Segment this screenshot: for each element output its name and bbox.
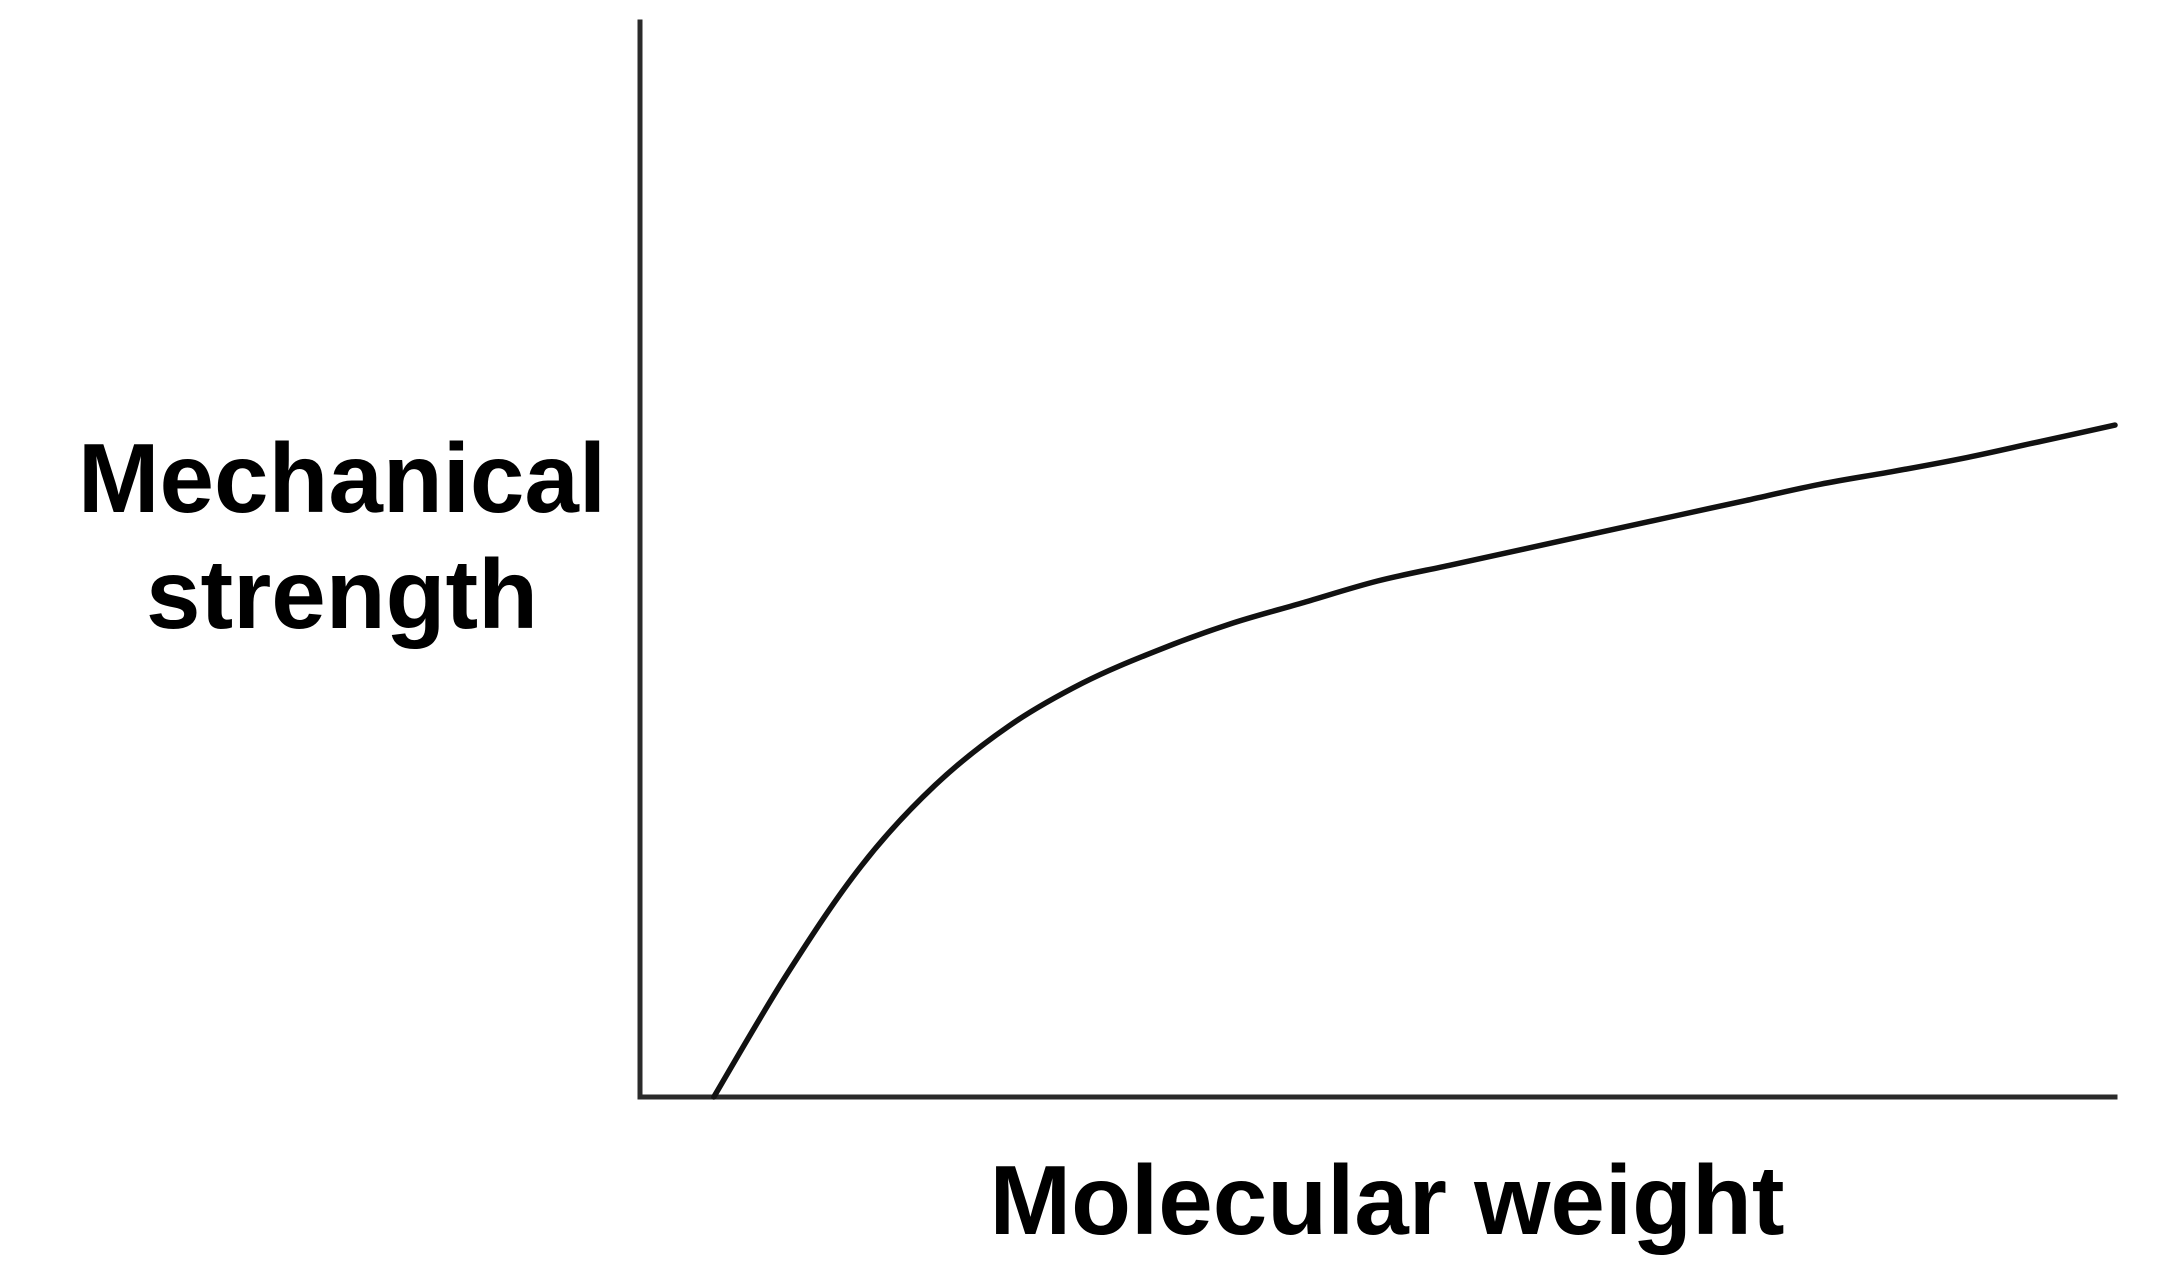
series-points xyxy=(712,423,2117,1099)
y-axis-label-line-2: strength xyxy=(146,539,538,649)
y-axis-label-line-1: Mechanical xyxy=(78,423,606,533)
series-line xyxy=(711,422,2118,1100)
x-axis-label: Molecular weight xyxy=(989,1145,1784,1255)
